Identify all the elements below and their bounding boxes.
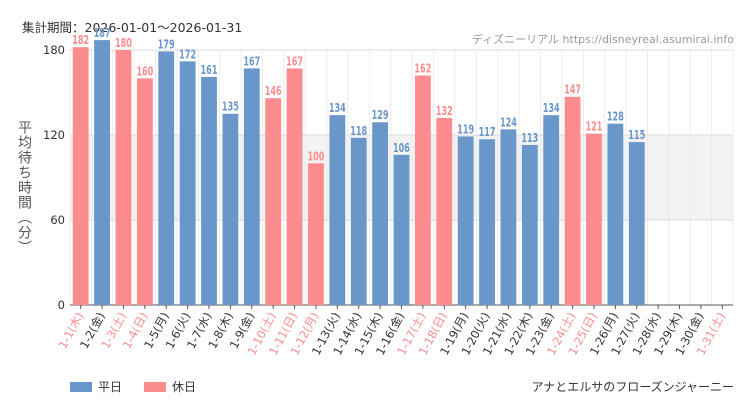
legend-label-weekday: 平日: [98, 380, 123, 394]
data-label: 113: [521, 130, 538, 145]
bar: [607, 123, 624, 306]
bar: [628, 142, 645, 305]
bar: [179, 61, 196, 306]
data-label: 129: [372, 108, 389, 123]
legend: 平日 休日: [70, 378, 196, 395]
data-label: 117: [479, 125, 496, 140]
site-credit: ディズニーリアル https://disneyreal.asumirai.inf…: [471, 33, 734, 46]
data-label: 134: [543, 101, 560, 116]
bar: [158, 51, 175, 305]
data-label: 100: [307, 149, 324, 164]
data-label: 162: [414, 61, 431, 76]
data-label: 124: [500, 115, 517, 130]
data-label: 121: [586, 119, 603, 134]
y-axis-label: 平均待ち時間（分）: [16, 120, 32, 255]
bar: [222, 113, 239, 305]
bar: [521, 144, 538, 305]
data-label: 167: [243, 54, 260, 69]
data-label: 132: [436, 103, 453, 118]
bar: [372, 122, 389, 305]
data-label: 119: [457, 122, 474, 137]
data-label: 115: [628, 128, 645, 143]
bar: [436, 118, 453, 305]
bar: [201, 76, 217, 306]
bar: [115, 50, 132, 305]
data-label: 161: [201, 62, 218, 77]
legend-swatch-holiday: [144, 381, 167, 392]
data-label: 106: [393, 140, 410, 155]
legend-item-holiday[interactable]: 休日: [144, 378, 196, 395]
bar: [414, 75, 431, 305]
data-label: 160: [136, 64, 153, 79]
bar: [457, 136, 474, 305]
data-label: 118: [350, 123, 367, 138]
y-tick-label: 120: [43, 128, 65, 142]
bar: [94, 40, 110, 305]
period-label: 集計期間：2026-01-01～2026-01-31: [22, 20, 243, 35]
bar: [329, 115, 346, 306]
y-tick-label: 60: [50, 213, 65, 227]
bar: [243, 68, 260, 306]
data-label: 167: [286, 54, 303, 69]
bar: [564, 96, 581, 305]
bar: [479, 139, 495, 305]
data-label: 182: [72, 33, 89, 48]
bar: [72, 47, 89, 306]
data-label: 128: [607, 109, 624, 124]
legend-item-weekday[interactable]: 平日: [70, 378, 122, 395]
data-label: 172: [179, 47, 196, 62]
y-tick-label: 180: [43, 43, 65, 57]
bar: [500, 129, 517, 305]
bar: [586, 133, 602, 305]
data-label: 146: [265, 84, 282, 99]
data-label: 187: [94, 26, 111, 41]
bar: [393, 154, 410, 305]
bar: [265, 98, 282, 306]
data-label: 180: [115, 35, 132, 50]
y-tick-label: 0: [58, 298, 65, 312]
bar: [286, 68, 303, 306]
data-label: 134: [329, 101, 346, 116]
bar: [543, 115, 560, 306]
bar: [350, 137, 367, 305]
bar: [308, 163, 324, 305]
bar: [136, 78, 153, 305]
data-label: 135: [222, 99, 239, 114]
attraction-name: アナとエルサのフローズンジャーニー: [531, 380, 734, 394]
legend-label-holiday: 休日: [172, 380, 197, 394]
legend-swatch-weekday: [70, 381, 92, 392]
data-label: 179: [158, 37, 175, 52]
data-label: 147: [564, 82, 581, 97]
